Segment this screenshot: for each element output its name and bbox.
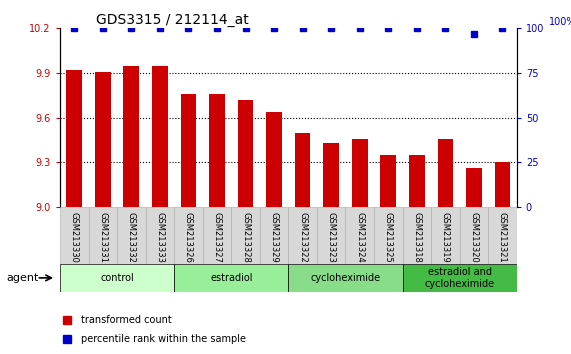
Bar [352, 138, 368, 207]
Text: GSM213318: GSM213318 [412, 212, 421, 263]
Text: cycloheximide: cycloheximide [311, 273, 380, 283]
Bar [174, 207, 203, 264]
Bar [260, 207, 288, 264]
Text: percentile rank within the sample: percentile rank within the sample [81, 333, 246, 344]
Bar [89, 207, 117, 264]
Text: GSM213320: GSM213320 [469, 212, 478, 262]
Text: GSM213329: GSM213329 [270, 212, 279, 262]
Text: transformed count: transformed count [81, 315, 171, 325]
Text: GSM213324: GSM213324 [355, 212, 364, 262]
Bar [146, 207, 174, 264]
Bar [66, 70, 82, 207]
Bar [409, 155, 425, 207]
Bar [238, 100, 254, 207]
Text: agent: agent [7, 273, 39, 283]
Bar [460, 207, 488, 264]
Bar [203, 207, 231, 264]
Bar [323, 143, 339, 207]
Text: GSM213326: GSM213326 [184, 212, 193, 263]
Text: GSM213327: GSM213327 [212, 212, 222, 263]
Bar [180, 94, 196, 207]
Bar [231, 207, 260, 264]
Text: GDS3315 / 212114_at: GDS3315 / 212114_at [96, 13, 250, 27]
Bar [380, 155, 396, 207]
Text: GSM213321: GSM213321 [498, 212, 507, 262]
Bar [431, 207, 460, 264]
Bar [152, 65, 168, 207]
Bar [374, 207, 403, 264]
Bar [123, 65, 139, 207]
Text: estradiol: estradiol [210, 273, 252, 283]
Bar [494, 162, 510, 207]
Bar [403, 207, 431, 264]
Text: GSM213332: GSM213332 [127, 212, 136, 263]
Text: GSM213322: GSM213322 [298, 212, 307, 262]
Bar [209, 94, 225, 207]
Bar [60, 264, 174, 292]
Bar [288, 207, 317, 264]
Bar [60, 207, 89, 264]
Text: control: control [100, 273, 134, 283]
Text: GSM213325: GSM213325 [384, 212, 393, 262]
Text: GSM213328: GSM213328 [241, 212, 250, 263]
Bar [466, 169, 482, 207]
Bar [437, 138, 453, 207]
Text: GSM213323: GSM213323 [327, 212, 336, 263]
Bar [288, 264, 403, 292]
Text: GSM213331: GSM213331 [98, 212, 107, 263]
Text: GSM213319: GSM213319 [441, 212, 450, 262]
Bar [488, 207, 517, 264]
Bar [295, 133, 311, 207]
Bar [266, 112, 282, 207]
Bar [174, 264, 288, 292]
Bar [317, 207, 345, 264]
Bar [117, 207, 146, 264]
Bar [345, 207, 374, 264]
Text: 100%: 100% [549, 17, 571, 27]
Text: GSM213333: GSM213333 [155, 212, 164, 263]
Text: estradiol and
cycloheximide: estradiol and cycloheximide [425, 267, 494, 289]
Bar [403, 264, 517, 292]
Text: GSM213330: GSM213330 [70, 212, 79, 263]
Bar [95, 72, 111, 207]
